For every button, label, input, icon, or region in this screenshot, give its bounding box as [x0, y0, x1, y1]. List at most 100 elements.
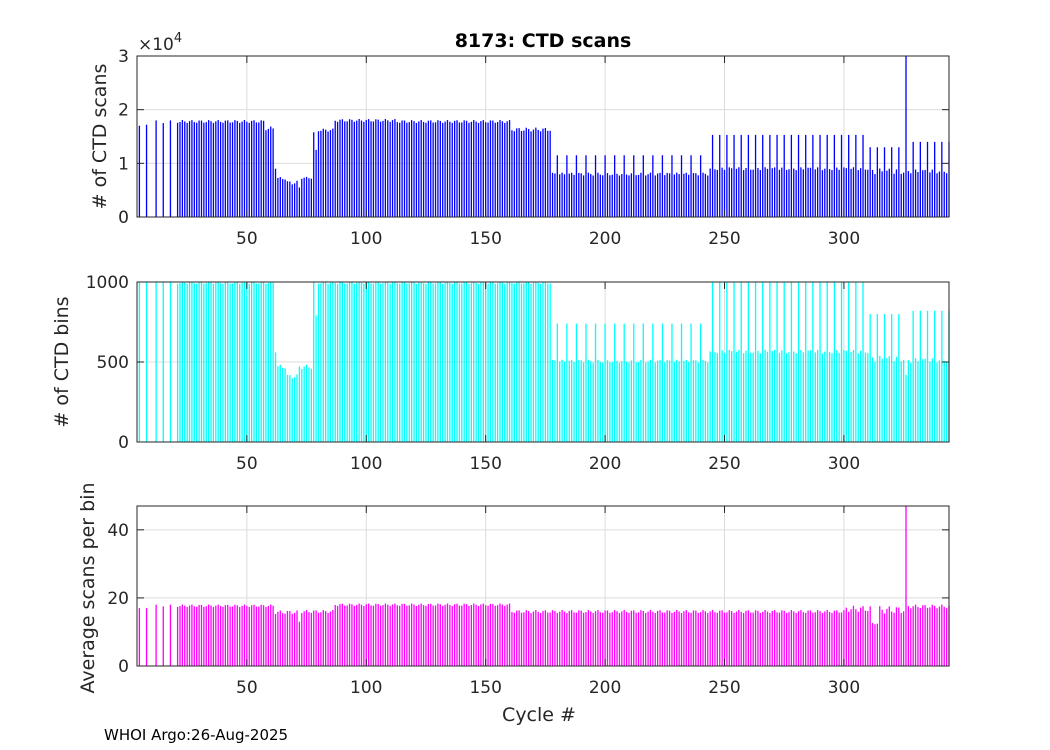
bar — [327, 283, 329, 442]
bar — [544, 127, 547, 217]
bar — [325, 282, 327, 442]
bar — [867, 169, 869, 217]
bar — [463, 120, 465, 217]
bar — [750, 352, 752, 442]
bar — [442, 605, 444, 666]
bar — [298, 187, 301, 217]
bar — [587, 359, 590, 442]
bar — [379, 605, 382, 666]
bar — [912, 141, 914, 217]
bar — [871, 622, 874, 666]
bar — [236, 605, 238, 666]
bar — [647, 361, 649, 442]
y-tick-label: 40 — [107, 521, 129, 541]
bar — [699, 155, 702, 217]
bar — [771, 168, 773, 217]
bar — [193, 283, 195, 442]
bar — [504, 283, 506, 442]
bar — [831, 353, 833, 442]
bar — [372, 605, 375, 666]
bar — [797, 611, 800, 666]
bar — [496, 122, 499, 217]
bar — [461, 283, 463, 442]
axes-box — [136, 55, 950, 218]
bar — [186, 122, 188, 217]
bar — [422, 121, 425, 217]
bar — [207, 120, 210, 217]
bar — [893, 612, 895, 666]
bar — [618, 175, 621, 217]
bar — [714, 612, 716, 666]
bar — [673, 361, 676, 442]
bar — [267, 283, 270, 442]
bar — [664, 175, 666, 217]
bar — [282, 367, 284, 442]
bar — [697, 612, 699, 666]
bar — [265, 283, 267, 442]
bar — [308, 612, 310, 666]
bar — [848, 134, 850, 217]
bar — [640, 359, 642, 442]
bar — [869, 606, 871, 666]
bar — [248, 606, 250, 666]
bar — [308, 178, 310, 217]
bar — [740, 611, 742, 666]
bar — [286, 374, 289, 442]
bar — [537, 283, 539, 442]
bar — [262, 605, 265, 666]
bar — [389, 605, 391, 666]
bar — [176, 122, 179, 217]
bar — [408, 605, 410, 666]
bar — [575, 155, 578, 217]
bar — [181, 120, 184, 217]
y-axis-label: # of CTD scans — [89, 64, 111, 210]
bar — [910, 362, 912, 442]
bar — [439, 120, 441, 217]
bar — [692, 360, 695, 442]
bar — [191, 120, 193, 217]
bar — [372, 283, 375, 442]
bar — [759, 612, 761, 666]
bar — [542, 282, 544, 442]
bar — [845, 607, 847, 666]
bar — [883, 147, 886, 217]
x-tick-label: 250 — [708, 229, 740, 249]
bar — [652, 323, 654, 442]
bar — [635, 612, 637, 666]
bar — [869, 147, 871, 217]
bar — [833, 282, 836, 442]
bar — [279, 177, 281, 217]
bar — [365, 604, 367, 666]
bar — [470, 283, 473, 442]
bar — [628, 175, 630, 217]
bar — [437, 282, 439, 442]
bar — [793, 611, 795, 666]
bar — [293, 183, 296, 217]
bar — [382, 120, 384, 217]
bar — [370, 121, 372, 217]
bar — [757, 350, 759, 442]
bar — [611, 174, 613, 217]
bar — [754, 610, 757, 666]
x-tick-label: 50 — [236, 678, 258, 698]
bar — [530, 283, 532, 442]
bar — [377, 282, 379, 442]
bar — [360, 120, 363, 217]
bar — [893, 361, 895, 442]
bar — [630, 173, 633, 217]
bar — [883, 613, 886, 666]
bar — [776, 134, 778, 217]
bar — [936, 608, 938, 666]
bar — [212, 283, 215, 442]
bar — [678, 174, 680, 217]
bar — [162, 606, 164, 666]
bar — [912, 310, 914, 442]
bar — [155, 120, 157, 217]
bar — [427, 120, 430, 217]
bar — [719, 282, 721, 442]
bar — [410, 120, 413, 217]
bar — [487, 283, 489, 442]
bar — [551, 359, 554, 442]
bar — [205, 606, 207, 666]
bar — [575, 323, 578, 442]
